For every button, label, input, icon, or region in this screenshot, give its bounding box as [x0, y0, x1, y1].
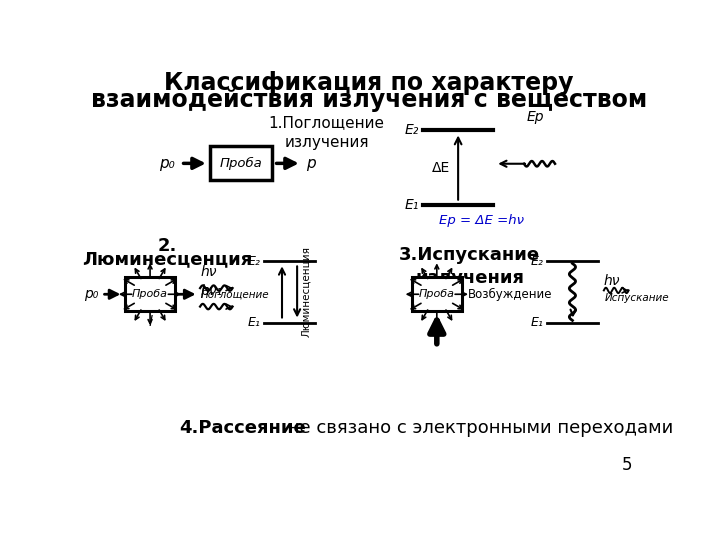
Text: E₂: E₂	[531, 255, 544, 268]
Text: Испускание: Испускание	[605, 294, 669, 303]
Text: E₂: E₂	[404, 123, 418, 137]
Text: Проба: Проба	[132, 289, 168, 299]
Text: l: l	[148, 315, 152, 329]
Text: 2.: 2.	[158, 237, 177, 255]
Text: р: р	[306, 156, 316, 171]
Bar	[412, 278, 462, 311]
Text: 3.Испускание
излучения: 3.Испускание излучения	[399, 246, 540, 287]
Text: E₁: E₁	[404, 198, 418, 212]
Text: р: р	[200, 284, 209, 298]
Text: Люминесценция: Люминесценция	[301, 246, 310, 338]
Text: р₀: р₀	[160, 156, 175, 171]
Text: hν: hν	[200, 265, 217, 279]
Text: E₂: E₂	[248, 255, 261, 268]
Text: E₁: E₁	[248, 316, 261, 329]
Text: E₁: E₁	[531, 316, 544, 329]
Text: 4.Рассеяние: 4.Рассеяние	[179, 419, 306, 437]
Text: hν₁: hν₁	[200, 284, 222, 298]
Text: Eр: Eр	[527, 110, 544, 124]
Text: не связано с электронными переходами: не связано с электронными переходами	[282, 419, 673, 437]
Text: 1.Поглощение
излучения: 1.Поглощение излучения	[269, 115, 384, 150]
Bar	[210, 146, 272, 180]
Text: 5: 5	[622, 456, 632, 474]
Bar	[125, 278, 175, 311]
Text: Возбуждение: Возбуждение	[468, 288, 553, 301]
Text: Поглощение: Поглощение	[201, 289, 269, 300]
Text: взаимодействия излучения с веществом: взаимодействия излучения с веществом	[91, 88, 647, 112]
Text: Классификация по характеру: Классификация по характеру	[164, 71, 574, 95]
Text: Люминесценция: Люминесценция	[82, 250, 253, 268]
Text: Eр = ΔE =hν: Eр = ΔE =hν	[438, 214, 523, 227]
Text: Проба: Проба	[419, 289, 455, 299]
Text: Проба: Проба	[220, 157, 263, 170]
Text: hν: hν	[604, 274, 621, 288]
Text: ΔE: ΔE	[432, 160, 451, 174]
Text: р₀: р₀	[84, 287, 99, 301]
